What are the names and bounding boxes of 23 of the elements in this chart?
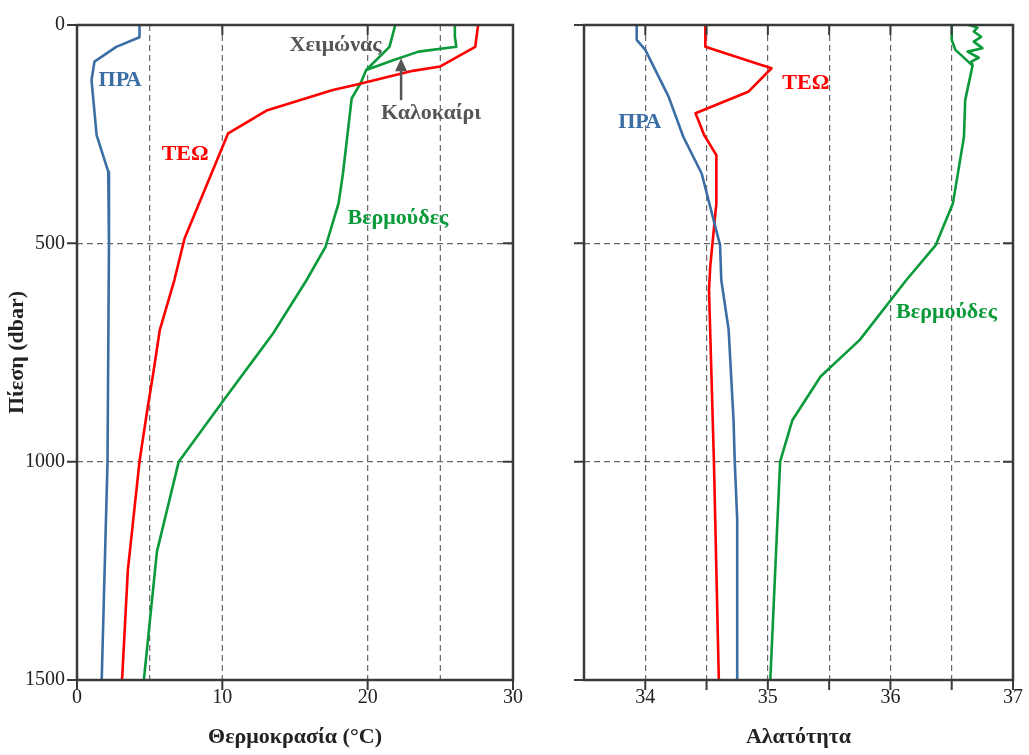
y-tick-label: 1000 bbox=[25, 448, 65, 471]
x-axis-title: Αλατότητα bbox=[745, 723, 852, 749]
x-tick-label: 10 bbox=[212, 685, 233, 708]
series-label: ΠΡΑ bbox=[98, 65, 142, 91]
y-axis-title: Πίεση (dbar) bbox=[2, 290, 28, 415]
annotation: Καλοκαίρι bbox=[381, 98, 482, 124]
annotation: Χειμώνας bbox=[289, 30, 383, 56]
x-tick-label: 30 bbox=[503, 685, 523, 708]
y-tick-label: 500 bbox=[35, 230, 65, 253]
y-tick-label: 0 bbox=[55, 12, 65, 35]
x-tick-label: 36 bbox=[880, 685, 901, 708]
series-label: ΠΡΑ bbox=[618, 107, 662, 133]
series-label: Βερμούδες bbox=[347, 203, 450, 229]
series-label: Βερμούδες bbox=[896, 297, 998, 323]
series-label: ΤΕΩ bbox=[161, 140, 209, 166]
y-tick-label: 1500 bbox=[25, 667, 65, 690]
x-tick-label: 35 bbox=[757, 685, 778, 708]
x-axis-title: Θερμοκρασία (°C) bbox=[208, 723, 382, 749]
x-tick-label: 0 bbox=[72, 685, 82, 708]
x-tick-label: 20 bbox=[357, 685, 378, 708]
x-tick-label: 34 bbox=[635, 685, 656, 708]
x-tick-label: 37 bbox=[1003, 685, 1023, 708]
series-label: ΤΕΩ bbox=[782, 68, 830, 94]
